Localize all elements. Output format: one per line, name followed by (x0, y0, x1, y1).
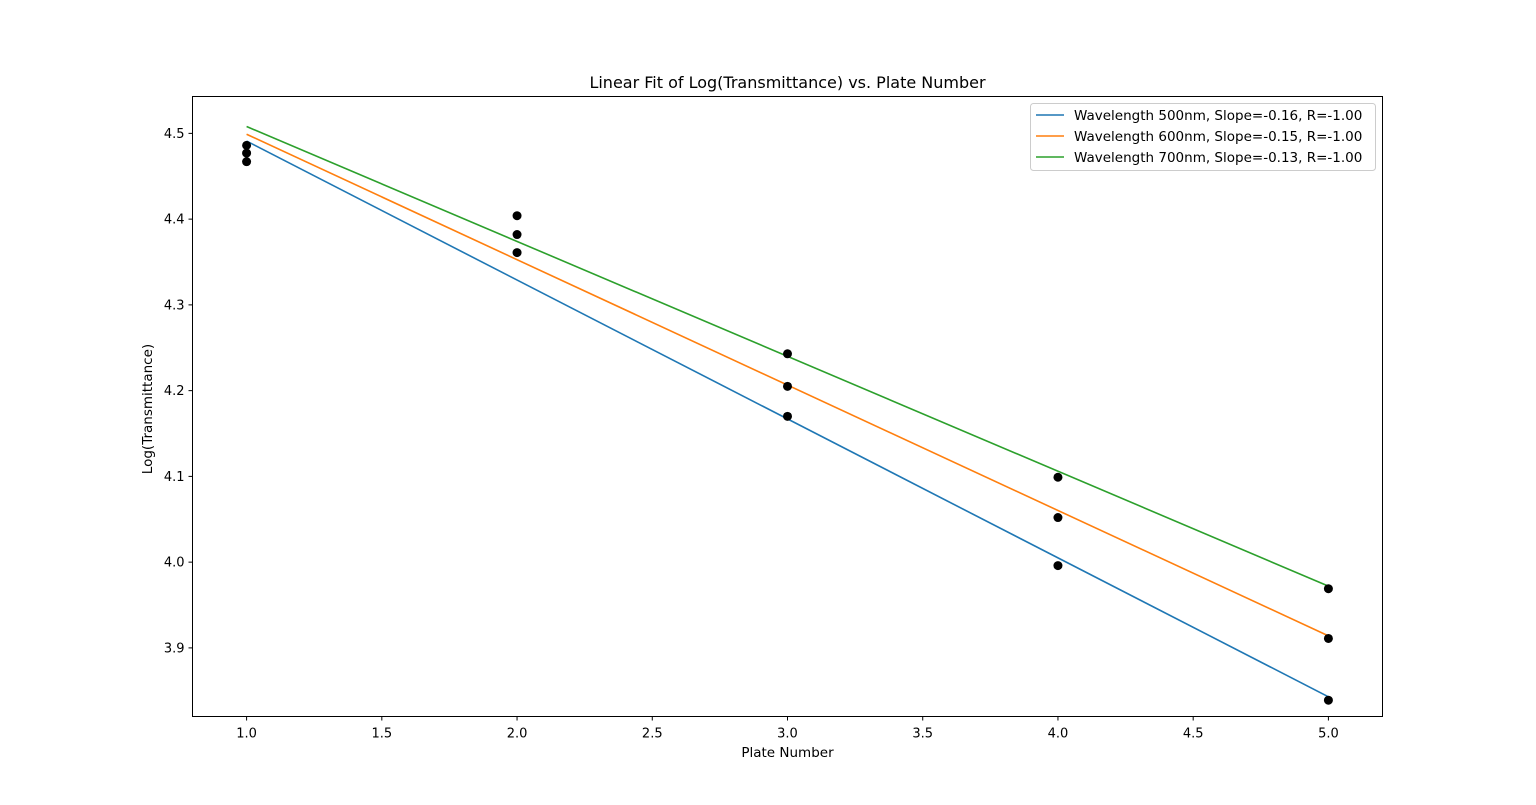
y-tick-label: 3.9 (164, 641, 185, 656)
y-tick-label: 4.4 (164, 213, 185, 228)
plot-area (192, 96, 1383, 717)
x-tick-label: 2.5 (642, 727, 663, 742)
x-tick-label: 5.0 (1318, 727, 1339, 742)
data-point (783, 381, 792, 391)
data-point (1323, 584, 1333, 594)
y-tick-label: 4.1 (164, 470, 185, 485)
x-tick-label: 4.0 (1048, 727, 1069, 742)
x-tick-label: 3.5 (912, 727, 933, 742)
legend-label-1: Wavelength 500nm, Slope=-0.16, R=-1.00 (1074, 108, 1362, 124)
x-tick-label: 4.5 (1183, 727, 1204, 742)
chart-title: Linear Fit of Log(Transmittance) vs. Pla… (589, 73, 986, 92)
data-point (1053, 561, 1063, 571)
x-axis-label: Plate Number (741, 745, 834, 761)
data-point (512, 230, 522, 240)
x-tick-label: 2.0 (507, 727, 528, 742)
legend-label-2: Wavelength 600nm, Slope=-0.15, R=-1.00 (1074, 129, 1362, 145)
y-tick-label: 4.2 (164, 384, 185, 399)
data-point (242, 140, 252, 150)
data-point (1323, 633, 1333, 643)
data-point (783, 349, 792, 359)
legend-label-3: Wavelength 700nm, Slope=-0.13, R=-1.00 (1074, 150, 1362, 166)
x-tick-label: 1.0 (236, 727, 257, 742)
data-point (242, 157, 252, 167)
data-point (1053, 472, 1063, 482)
x-tick-label: 1.5 (371, 727, 392, 742)
data-points (242, 140, 1333, 705)
legend-box (1030, 103, 1376, 171)
y-axis-label: Log(Transmittance) (140, 344, 156, 474)
data-point (512, 248, 522, 258)
y-tick-label: 4.3 (164, 298, 185, 313)
data-point (1323, 695, 1333, 705)
data-point (783, 411, 792, 421)
y-tick-label: 4.5 (164, 127, 185, 142)
data-point (242, 148, 252, 158)
data-point (512, 211, 522, 221)
x-tick-label: 3.0 (777, 727, 798, 742)
x-axis-ticks: 1.0 1.5 2.0 2.5 3.0 3.5 4.0 4.5 5.0 (236, 716, 1339, 742)
y-tick-label: 4.0 (164, 556, 185, 571)
legend: Wavelength 500nm, Slope=-0.16, R=-1.00 Wa… (1030, 103, 1376, 171)
data-point (1053, 513, 1063, 523)
y-axis-ticks: 3.9 4.0 4.1 4.2 4.3 4.4 4.5 (164, 127, 193, 656)
